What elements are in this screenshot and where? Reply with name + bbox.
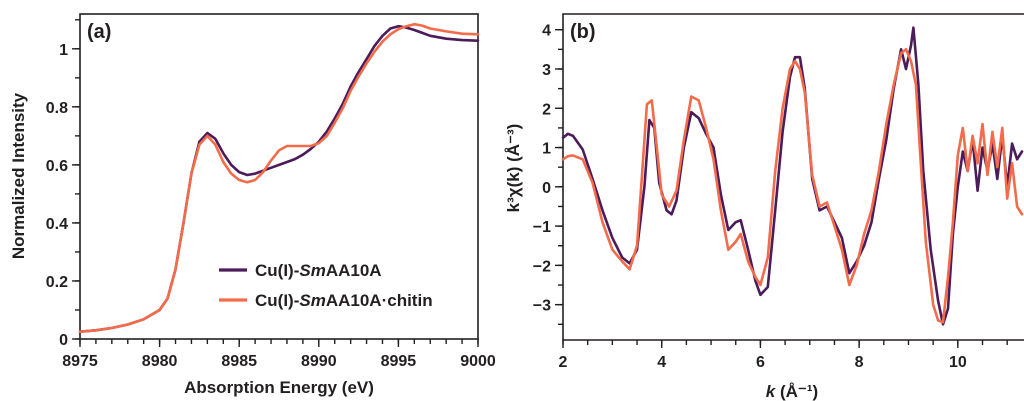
y-tick-label: 3 [542, 62, 551, 79]
panel-a-y-ticks: 0 0.2 0.4 0.6 0.8 1 [46, 19, 80, 349]
panel-b-y-axis-title: k³χ(k) (Å⁻³) [504, 124, 523, 213]
panel-b-y-ticks: −3 −2 −1 0 1 2 3 4 [533, 23, 563, 325]
panel-a: 8975 8980 8985 8990 8995 9000 00.20.40.60.81 … [9, 13, 496, 397]
legend-label-series-2: Cu(I)-SmAA10A·chitin [255, 291, 433, 310]
y-tick-label: 0 [59, 332, 68, 349]
panel-a-series [78, 22, 480, 334]
x-tick-label: 8990 [301, 353, 337, 370]
series-line-2 [561, 47, 1024, 324]
x-tick-label: 8980 [142, 353, 178, 370]
panel-b-label: (b) [570, 21, 596, 43]
y-tick-label: 0.4 [46, 216, 68, 233]
panel-a-x-ticks: 8975 8980 8985 8990 8995 9000 [62, 339, 496, 370]
y-tick-label: −1 [533, 219, 551, 236]
panel-b: 2 4 6 8 10 −3 −2 −1 0 1 2 3 4 (b) k (Å⁻¹) k³χ(k) (Å… [504, 13, 1024, 401]
panel-a-label: (a) [87, 21, 111, 43]
x-tick-label: 8985 [221, 353, 257, 370]
panel-b-x-ticks: 2 4 6 8 10 [559, 340, 1008, 371]
y-tick-label: 0.8 [46, 100, 68, 117]
y-tick-label: 0 [542, 180, 551, 197]
x-tick-label: 2 [559, 354, 568, 371]
x-tick-label: 8975 [62, 353, 98, 370]
panel-b-series [561, 26, 1024, 326]
panel-a-legend: Cu(I)-SmAA10A Cu(I)-SmAA10A·chitin [219, 261, 433, 310]
y-tick-label: 1 [59, 42, 68, 59]
series-line-1 [78, 24, 480, 334]
y-tick-label: 2 [542, 101, 551, 118]
legend-label-series-1: Cu(I)-SmAA10A [255, 261, 382, 280]
x-tick-label: 8 [855, 354, 864, 371]
x-tick-label: 6 [756, 354, 765, 371]
y-tick-label: −2 [533, 258, 551, 275]
series-line-2 [78, 22, 480, 334]
panel-a-frame [79, 13, 479, 340]
y-tick-label: −3 [533, 298, 551, 315]
panel-a-x-axis-title: Absorption Energy (eV) [184, 378, 374, 397]
y-tick-label: 0.2 [46, 274, 68, 291]
x-tick-label: 10 [949, 354, 967, 371]
x-tick-label: 9000 [460, 353, 496, 370]
y-tick-label: 0.6 [46, 158, 68, 175]
panel-b-frame [562, 13, 1024, 341]
series-line-1 [561, 26, 1024, 326]
y-tick-label: 4 [542, 23, 551, 40]
y-tick-label: 1 [542, 141, 551, 158]
x-tick-label: 4 [657, 354, 666, 371]
panel-a-y-axis-title: Normalized Intensity [9, 92, 28, 259]
panel-b-x-axis-title: k (Å⁻¹) [766, 382, 818, 401]
x-tick-label: 8995 [381, 353, 417, 370]
